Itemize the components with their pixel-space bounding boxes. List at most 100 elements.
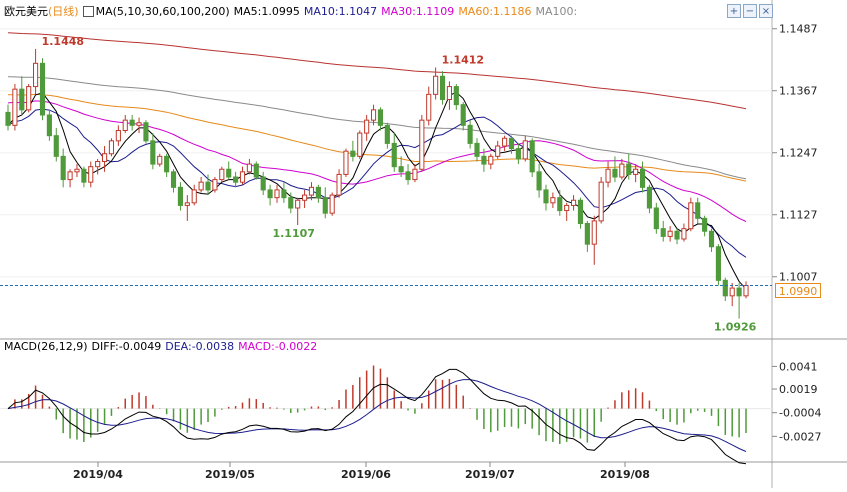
chart-header: 欧元美元 (日线) MA(5,10,30,60,100,200) MA5:1.0… [4, 2, 581, 20]
candle-body [364, 119, 370, 134]
candle-body [674, 230, 680, 240]
price-annotation: 1.1107 [272, 227, 314, 240]
zoom-out-button[interactable]: − [743, 4, 757, 18]
ma100-value: MA100: [535, 4, 578, 18]
candle-body [219, 168, 225, 181]
candle-body [695, 202, 701, 219]
candle-body [281, 189, 287, 199]
candle-body [205, 181, 211, 191]
candle-body [584, 223, 590, 245]
ma60-value: MA60:1.1186 [458, 4, 532, 18]
candle-body [508, 137, 515, 150]
date-tick-label: 2019/06 [341, 468, 391, 481]
candle-body [46, 114, 52, 137]
candle-body [184, 202, 190, 206]
candle-body [101, 153, 108, 162]
candle-body [302, 194, 308, 201]
candle-body [5, 111, 11, 126]
candle-body [170, 171, 177, 188]
price-annotation: 1.1448 [42, 35, 84, 48]
candle-body [619, 163, 625, 178]
ma5-line [7, 91, 747, 290]
candle-body [743, 285, 749, 297]
candle-body [522, 140, 528, 160]
candle-body [557, 197, 563, 212]
candle-body [653, 207, 659, 230]
ma10-line [7, 108, 747, 258]
candle-body [288, 197, 294, 209]
candle-body [136, 122, 142, 126]
candle-body [53, 135, 59, 157]
candle-body [591, 220, 597, 245]
candle-body [19, 88, 25, 111]
candle-body [129, 119, 135, 126]
candle-body [453, 86, 459, 106]
candle-body [198, 181, 204, 191]
candle-body [536, 171, 542, 191]
macd-macd-value: MACD:-0.0022 [238, 340, 318, 353]
candle-body [681, 228, 687, 240]
candle-body [108, 140, 115, 155]
period-label[interactable]: (日线) [48, 5, 79, 18]
candle-body [357, 132, 363, 157]
candle-body [543, 189, 549, 204]
macd-dea-value: DEA:-0.0038 [165, 340, 235, 353]
candle-body [419, 119, 425, 170]
date-tick-label: 2019/07 [465, 468, 515, 481]
candle-body [370, 109, 377, 121]
ma-settings-icon[interactable] [82, 5, 94, 17]
candle-body [398, 166, 404, 173]
candle-body [426, 93, 432, 121]
price-tick-label: 1.1487 [779, 23, 818, 36]
macd-tick-label: -0.0027 [779, 430, 821, 443]
candle-body [639, 168, 646, 188]
symbol-label: 欧元美元 [4, 5, 48, 18]
candle-body [253, 163, 259, 178]
price-tick-label: 1.1007 [779, 271, 818, 284]
candle-body [502, 137, 508, 147]
candle-body [260, 176, 266, 191]
candle-body [74, 168, 80, 173]
candle-body [460, 104, 466, 126]
candle-body [722, 279, 728, 297]
macd-params-label: MACD(26,12,9) [4, 340, 88, 353]
candle-body [702, 217, 708, 232]
candle-body [660, 228, 666, 237]
price-tick-label: 1.1367 [779, 85, 818, 98]
candle-body [391, 142, 397, 168]
ma5-value: MA5:1.0995 [233, 4, 300, 18]
zoom-in-button[interactable]: + [727, 4, 741, 18]
candle-body [267, 189, 273, 199]
macd-diff-value: DIFF:-0.0049 [91, 340, 162, 353]
macd-diff-line [7, 368, 747, 465]
macd-dea-line [7, 379, 747, 452]
candle-body [605, 168, 611, 183]
candle-body [550, 197, 556, 204]
ma100-line [7, 76, 747, 180]
ma10-value: MA10:1.1047 [303, 4, 378, 18]
candle-body [633, 168, 639, 175]
price-tick-label: 1.1247 [779, 147, 818, 160]
close-button[interactable]: × [759, 4, 773, 18]
candle-body [474, 142, 480, 157]
candle-body [439, 75, 446, 100]
candle-body [329, 194, 335, 214]
candle-body [405, 171, 411, 181]
candle-body [412, 168, 418, 181]
candle-body [33, 62, 39, 88]
candle-body [646, 186, 653, 209]
candle-body [95, 161, 101, 168]
candle-body [239, 171, 246, 183]
ma30-value: MA30:1.1109 [381, 4, 455, 18]
candle-body [191, 189, 197, 204]
macd-tick-label: 0.0019 [779, 383, 818, 396]
candle-body [67, 171, 73, 181]
candle-body [467, 124, 473, 144]
candle-body [164, 155, 170, 173]
candle-body [667, 230, 673, 237]
price-tick-label: 1.1127 [779, 209, 818, 222]
candle-body [729, 287, 735, 297]
candle-body [529, 140, 535, 173]
